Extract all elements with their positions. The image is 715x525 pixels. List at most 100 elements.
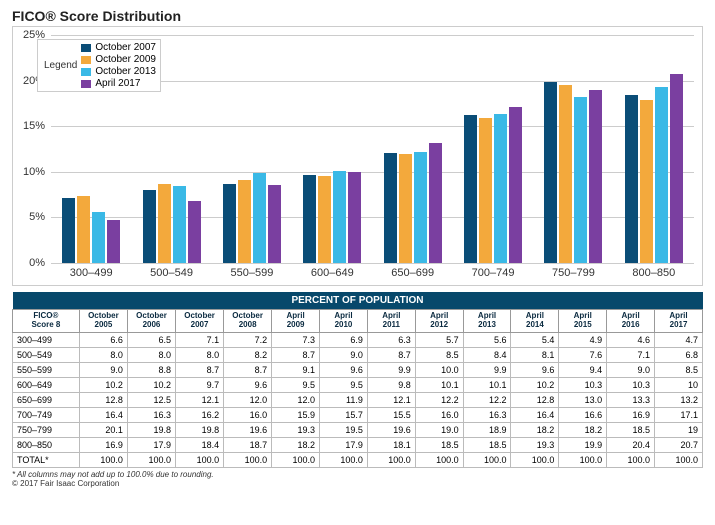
y-axis-label: 5%: [29, 211, 45, 223]
cell: 7.1: [607, 347, 655, 362]
bar-group: [303, 35, 361, 263]
legend-item: October 2013: [81, 66, 156, 77]
legend-label: October 2007: [95, 42, 156, 53]
cell: 18.5: [463, 437, 511, 452]
cell: 8.0: [127, 347, 175, 362]
cell: 10.2: [511, 377, 559, 392]
legend: Legend October 2007October 2009October 2…: [37, 39, 161, 92]
cell: 20.4: [607, 437, 655, 452]
cell: 6.5: [127, 332, 175, 347]
bar-group: [544, 35, 602, 263]
grid-line: [51, 263, 694, 264]
bar: [62, 198, 75, 263]
cell: 9.6: [320, 362, 368, 377]
copyright: © 2017 Fair Isaac Corporation: [12, 479, 703, 488]
cell: 19.6: [367, 422, 415, 437]
cell: 8.8: [127, 362, 175, 377]
bar: [348, 172, 361, 263]
bar: [107, 220, 120, 263]
x-axis-label: 700–749: [472, 267, 515, 279]
col-header: October2008: [224, 310, 272, 333]
cell: 6.8: [655, 347, 703, 362]
cell: 9.0: [607, 362, 655, 377]
cell: 5.6: [463, 332, 511, 347]
cell: 12.2: [415, 392, 463, 407]
table-row: 800–85016.917.918.418.718.217.918.118.51…: [13, 437, 703, 452]
cell: 5.7: [415, 332, 463, 347]
bar: [158, 184, 171, 263]
bar: [77, 196, 90, 263]
col-header: April2012: [415, 310, 463, 333]
cell: 8.7: [367, 347, 415, 362]
table-row: 650–69912.812.512.112.012.011.912.112.21…: [13, 392, 703, 407]
cell: 6.3: [367, 332, 415, 347]
cell: 18.2: [272, 437, 320, 452]
cell: 19.6: [224, 422, 272, 437]
bar: [464, 115, 477, 263]
y-axis-label: 0%: [29, 257, 45, 269]
cell: 16.9: [607, 407, 655, 422]
cell: 10.3: [607, 377, 655, 392]
cell: 12.0: [224, 392, 272, 407]
cell: 10.1: [415, 377, 463, 392]
cell: 17.9: [127, 437, 175, 452]
cell: 8.2: [224, 347, 272, 362]
table-row: 750–79920.119.819.819.619.319.519.619.01…: [13, 422, 703, 437]
legend-label: April 2017: [95, 78, 140, 89]
bar: [574, 97, 587, 263]
cell: 8.1: [511, 347, 559, 362]
cell: 17.9: [320, 437, 368, 452]
table-row: TOTAL*100.0100.0100.0100.0100.0100.0100.…: [13, 452, 703, 467]
x-axis-label: 650–699: [391, 267, 434, 279]
row-label: 650–699: [13, 392, 80, 407]
cell: 9.0: [320, 347, 368, 362]
col-header: April2016: [607, 310, 655, 333]
cell: 7.2: [224, 332, 272, 347]
cell: 6.9: [320, 332, 368, 347]
row-label: 300–499: [13, 332, 80, 347]
bar-group: [625, 35, 683, 263]
bar: [429, 143, 442, 263]
x-axis-label: 800–850: [632, 267, 675, 279]
x-axis-label: 750–799: [552, 267, 595, 279]
bar: [268, 185, 281, 263]
x-axis-label: 500–549: [150, 267, 193, 279]
row-label-header: FICO®Score 8: [13, 310, 80, 333]
col-header: April2011: [367, 310, 415, 333]
legend-label: October 2009: [95, 54, 156, 65]
cell: 19.8: [127, 422, 175, 437]
cell: 4.6: [607, 332, 655, 347]
row-label: TOTAL*: [13, 452, 80, 467]
cell: 19.5: [320, 422, 368, 437]
cell: 19.0: [415, 422, 463, 437]
legend-label: October 2013: [95, 66, 156, 77]
row-label: 550–599: [13, 362, 80, 377]
bar: [544, 82, 557, 263]
cell: 19.3: [511, 437, 559, 452]
cell: 100.0: [655, 452, 703, 467]
bar-group: [223, 35, 281, 263]
bar: [559, 85, 572, 263]
footnote: * All columns may not add up to 100.0% d…: [12, 470, 703, 479]
y-axis-label: 10%: [23, 166, 45, 178]
bar: [188, 201, 201, 263]
bar: [589, 90, 602, 263]
cell: 19.3: [272, 422, 320, 437]
col-header: April2009: [272, 310, 320, 333]
cell: 100.0: [127, 452, 175, 467]
bar-group: [464, 35, 522, 263]
table-row: 600–64910.210.29.79.69.59.59.810.110.110…: [13, 377, 703, 392]
cell: 4.9: [559, 332, 607, 347]
cell: 18.9: [463, 422, 511, 437]
cell: 9.0: [79, 362, 127, 377]
cell: 9.1: [272, 362, 320, 377]
cell: 16.9: [79, 437, 127, 452]
cell: 10.2: [79, 377, 127, 392]
cell: 12.5: [127, 392, 175, 407]
cell: 16.6: [559, 407, 607, 422]
cell: 9.6: [224, 377, 272, 392]
cell: 5.4: [511, 332, 559, 347]
bar: [238, 180, 251, 263]
cell: 100.0: [463, 452, 511, 467]
cell: 9.5: [272, 377, 320, 392]
